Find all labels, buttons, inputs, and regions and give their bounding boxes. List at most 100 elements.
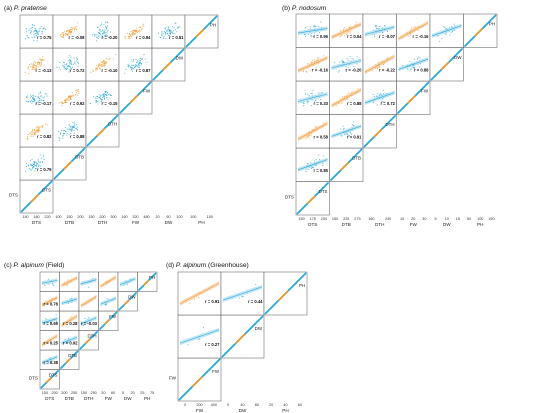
scatter-point [71,29,73,31]
scatter-point [349,31,351,33]
scatter-point [304,138,307,140]
scatter-point [65,100,67,102]
scatter-point [32,64,34,66]
scatter-point [133,60,135,62]
tick-label: 200 [99,215,105,219]
scatter-point [69,61,71,63]
scatter-point [72,28,74,30]
scatter-point [27,101,30,103]
scatter-point [34,67,36,69]
scatter-point [345,70,347,73]
scatter-fit-line [331,125,362,137]
tick-label: 150 [488,217,494,221]
scatter-point [41,124,44,127]
tick-label: 300 [110,215,116,219]
scatter-point [99,29,101,31]
scatter-point [99,67,101,69]
correlation-label: r = -0.20 [346,68,363,73]
scatter-point [419,66,421,68]
scatter-point [26,100,28,102]
x-axis-label: PH [144,396,150,401]
scatter-point [347,133,349,135]
tick-label: 220 [44,215,50,219]
scatter-point [255,283,257,286]
matrix-cell [52,113,87,148]
scatter-fit-line [41,335,58,346]
correlation-label: r = 0.58 [313,135,328,140]
scatter-point [41,127,43,129]
correlation-label: r = -0.17 [36,101,53,106]
scatter-point [94,34,96,36]
scatter-point [84,317,86,320]
scatter-point [72,63,75,65]
scatter-point [130,33,132,36]
scatter-point [71,31,73,33]
panel-2: DTS DTB DTH FW DW PH r = 0.38 r = 0.25 r = 0.92 r… [4,262,158,401]
scatter-point [40,126,42,128]
scatter-point [127,66,129,68]
scatter-point [341,34,343,37]
scatter-point [138,66,140,68]
scatter-point [305,70,307,72]
scatter-point [306,71,308,73]
correlation-label: r = 0.38 [43,360,58,365]
scatter-point [311,36,313,38]
scatter-point [130,36,132,38]
scatter-fit-line [297,123,328,140]
scatter-point [131,67,133,69]
scatter-point [375,28,377,30]
scatter-point [322,165,324,167]
correlation-label: r = 0.92 [63,341,78,346]
scatter-point [35,133,37,136]
scatter-point [419,57,421,59]
scatter-point [105,94,107,96]
scatter-point [417,58,419,60]
scatter-fit-line [398,58,429,70]
scatter-point [382,32,384,34]
scatter-point [307,33,309,35]
scatter-point [41,160,43,163]
scatter-point [33,36,35,38]
scatter-point [172,32,174,34]
scatter-point [42,154,44,156]
tick-label: 20 [101,391,105,395]
scatter-fit-line [331,60,362,69]
scatter-point [68,99,70,101]
scatter-point [37,160,40,162]
scatter-point [33,64,35,67]
scatter-point [98,35,100,37]
scatter-point [179,25,181,27]
scatter-point [31,97,34,99]
scatter-point [99,64,101,66]
scatter-point [40,61,43,63]
scatter-point [40,62,42,64]
scatter-point [410,68,412,70]
panel-0: DTS DTB DTH FW DW PH r = 0.79 r = 0.82 r = 0.88 r… [4,5,219,225]
scatter-point [40,63,42,65]
scatter-point [409,34,411,36]
panel-letter: (c) [4,262,14,269]
x-axis-label: DTS [45,396,54,401]
correlation-label: r = -0.13 [36,68,53,73]
scatter-point [34,28,36,30]
scatter-point [68,55,70,57]
scatter-point [73,129,75,131]
scatter-point [40,102,43,104]
scatter-point [64,99,66,101]
scatter-point [47,278,49,280]
scatter-point [27,68,29,70]
tick-label: 100 [176,215,182,219]
scatter-point [45,317,47,320]
scatter-point [309,135,311,137]
scatter-point [308,135,310,137]
scatter-point [161,34,163,36]
scatter-point [70,60,72,63]
scatter-fit-line [100,276,117,287]
scatter-point [97,37,99,40]
scatter-point [67,34,69,36]
scatter-point [69,63,71,65]
scatter-point [36,62,38,64]
scatter-point [339,30,342,32]
scatter-point [101,65,103,68]
